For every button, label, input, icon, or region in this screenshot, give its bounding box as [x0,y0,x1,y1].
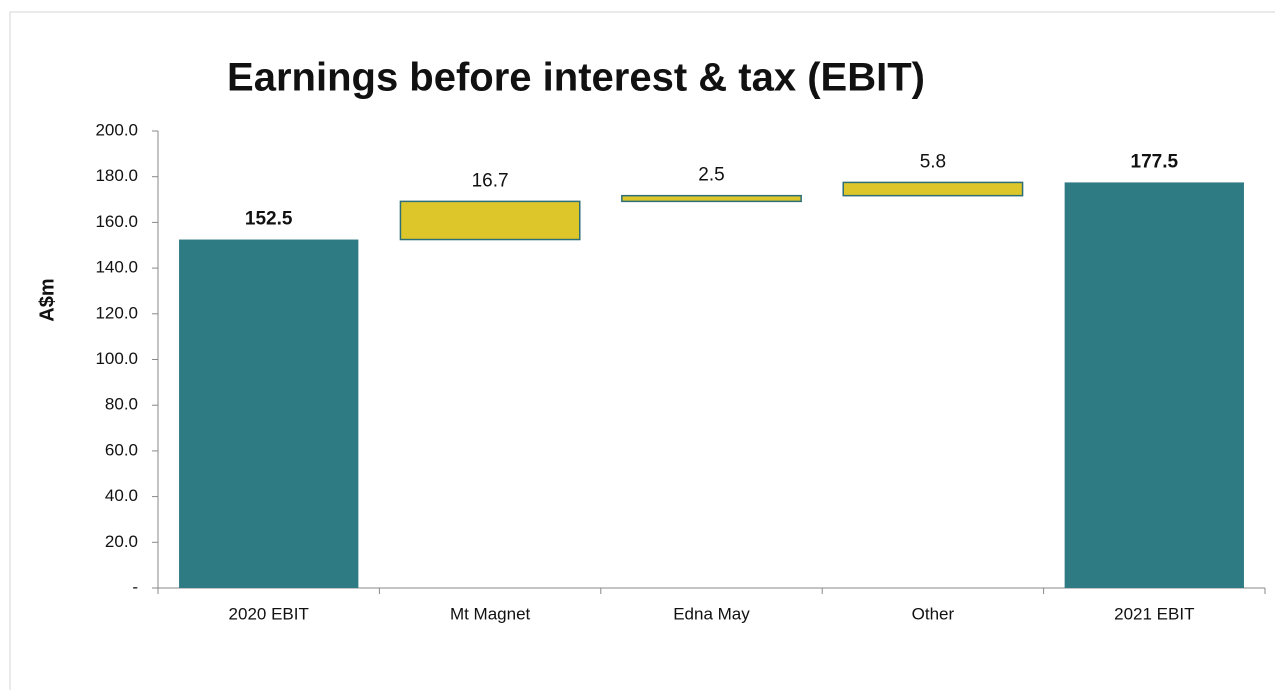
y-tick-label: 180.0 [95,166,138,185]
bar [399,200,581,241]
y-tick-label: 160.0 [95,212,138,231]
bar [1064,182,1244,588]
bar [842,181,1024,197]
x-tick-label: Edna May [673,604,750,623]
y-tick-label: 140.0 [95,258,138,277]
data-label: 2.5 [698,165,724,186]
y-tick-label: 200.0 [95,120,138,139]
bar [621,194,802,203]
y-tick-label: 100.0 [95,349,138,368]
data-label: 177.5 [1131,151,1179,172]
x-tick-label: Mt Magnet [450,604,531,623]
data-label: 152.5 [245,209,293,230]
y-tick-label: 60.0 [105,440,138,459]
frame [9,11,1275,695]
y-tick-label: 120.0 [95,303,138,322]
data-label: 5.8 [920,151,946,172]
y-tick-label: - [132,577,138,596]
chart-title: Earnings before interest & tax (EBIT) [227,56,925,100]
x-tick-label: Other [912,604,955,623]
x-tick-label: 2020 EBIT [229,604,309,623]
y-tick-label: 40.0 [105,486,138,505]
data-label: 16.7 [472,170,509,191]
x-tick-label: 2021 EBIT [1114,604,1194,623]
y-tick-label: 80.0 [105,395,138,414]
bar [179,239,359,588]
y-axis-label: A$m [36,278,58,321]
y-tick-label: 20.0 [105,532,138,551]
